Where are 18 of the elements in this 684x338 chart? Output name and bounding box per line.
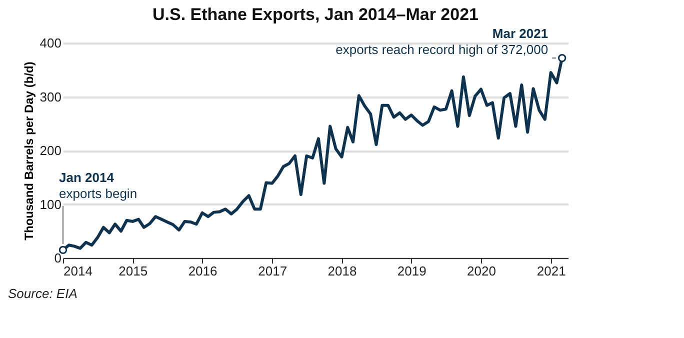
x-tick-label: 2015: [118, 264, 148, 278]
y-tick-label: 400: [40, 36, 62, 50]
y-tick-label: 100: [40, 196, 62, 212]
chart-title: U.S. Ethane Exports, Jan 2014–Mar 2021: [152, 5, 478, 24]
y-tick-label: 300: [40, 89, 62, 104]
annotation: Jan 2014 exports begin: [59, 170, 138, 201]
x-tick-label: 2019: [397, 264, 426, 278]
x-tick-label: 2017: [258, 264, 288, 278]
y-tick-label: 200: [40, 143, 62, 158]
x-tick-label: 2018: [328, 264, 357, 278]
source-note: Source: EIA: [8, 286, 78, 301]
x-tick-label: 2014: [64, 264, 92, 278]
x-tick-label: 2020: [467, 264, 496, 278]
x-tick-label: 2016: [188, 264, 218, 278]
annotation: Mar 2021 exports reach record high of 372,000: [336, 26, 548, 58]
y-tick-label: 0: [54, 250, 62, 266]
x-tick-label: 2021: [536, 264, 566, 278]
y-axis-title: Thousand Barrels per Day (b/d): [22, 62, 36, 240]
